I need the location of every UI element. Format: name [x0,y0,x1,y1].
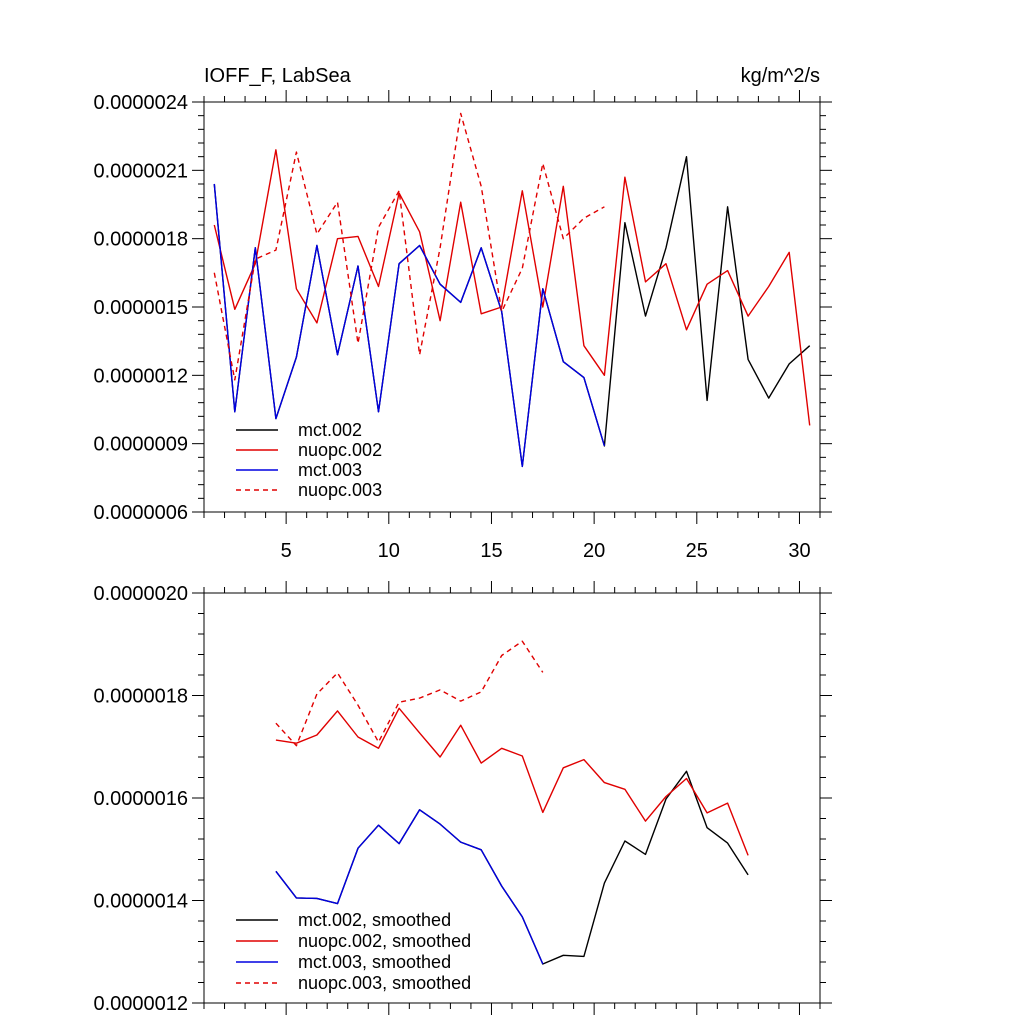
series-line [213,149,811,426]
series-line [275,707,749,856]
plot-frame [203,101,821,513]
axis-ticks [192,90,832,524]
y-tick-label: 0.0000024 [93,92,188,114]
y-tick-label: 0.0000018 [93,686,188,708]
legend-label: nuopc.002, smoothed [298,931,471,951]
series-line [275,809,544,965]
legend-label: mct.002, smoothed [298,910,451,930]
legend-label: mct.003, smoothed [298,952,451,972]
y-tick-label: 0.0000006 [93,502,188,524]
legend-label: nuopc.002 [298,440,382,460]
y-tick-label: 0.0000012 [93,993,188,1015]
legend-label: mct.003 [298,460,362,480]
legend-label: nuopc.003 [298,480,382,500]
y-tick-label: 0.0000009 [93,434,188,456]
chart-units: kg/m^2/s [741,65,820,87]
x-tick-label: 10 [378,540,400,562]
chart-title: IOFF_F, LabSea [204,65,352,87]
y-tick-label: 0.0000012 [93,365,188,387]
series-line [213,112,605,381]
y-tick-label: 0.0000021 [93,160,188,182]
x-tick-label: 25 [686,540,708,562]
series-line [213,183,606,468]
legend-label: nuopc.003, smoothed [298,973,471,993]
y-tick-label: 0.0000014 [93,891,188,913]
y-tick-label: 0.0000016 [93,788,188,810]
series-line [275,640,544,747]
y-tick-label: 0.0000020 [93,583,188,605]
top-plot: 0.0000006 0.0000009 0.0000012 0.0000015 0.00… [93,90,832,562]
legend-label: mct.002 [298,420,362,440]
axis-ticks [192,581,832,1015]
plot-frame [203,592,821,1004]
y-tick-label: 0.0000018 [93,229,188,251]
x-tick-label: 20 [583,540,605,562]
x-tick-label: 15 [480,540,502,562]
x-tick-label: 5 [281,540,292,562]
y-tick-label: 0.0000015 [93,297,188,319]
x-tick-label: 30 [788,540,810,562]
bottom-plot: 0.0000012 0.0000014 0.0000016 0.0000018 0.00… [93,581,832,1015]
